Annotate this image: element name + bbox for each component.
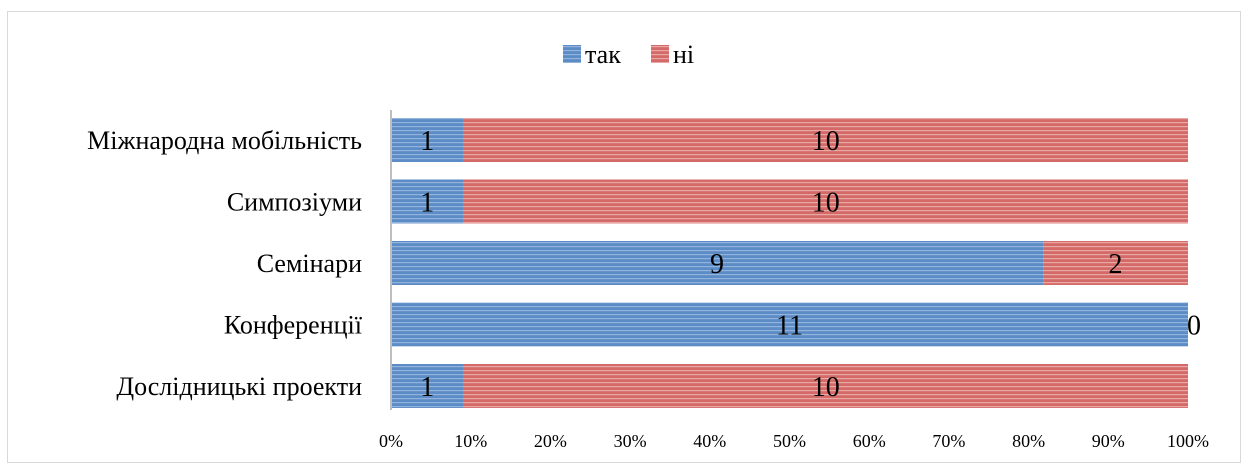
category-label-3: Конференції xyxy=(224,311,363,340)
x-tick-label-6: 60% xyxy=(853,431,886,451)
x-tick-label-10: 100% xyxy=(1167,431,1209,451)
bar-так-3 xyxy=(391,302,1188,347)
bar-так-1 xyxy=(391,179,464,224)
data-label-так-4: 1 xyxy=(420,372,434,403)
axes: Міжнародна мобільність Симпозіуми Семінари… xyxy=(87,110,1209,451)
category-label-2: Семінари xyxy=(257,249,362,278)
data-label-ні-4: 10 xyxy=(812,372,840,403)
x-tick-label-1: 10% xyxy=(454,431,487,451)
x-tick-label-0: 0% xyxy=(379,431,403,451)
bar-ні-0 xyxy=(463,118,1188,162)
legend-label-так: так xyxy=(585,40,621,69)
data-label-так-1: 1 xyxy=(420,188,434,219)
x-tick-label-2: 20% xyxy=(534,431,567,451)
x-tick-label-7: 70% xyxy=(932,431,965,451)
category-label-1: Симпозіуми xyxy=(227,188,362,217)
bars: 1 101 109 211 01 10 xyxy=(391,118,1201,408)
x-tick-label-5: 50% xyxy=(773,431,806,451)
legend-swatch-так xyxy=(563,45,581,63)
bar-ні-2 xyxy=(1043,241,1188,285)
bar-так-2 xyxy=(391,241,1044,285)
x-tick-label-4: 40% xyxy=(693,431,726,451)
x-tick-label-9: 90% xyxy=(1092,431,1125,451)
legend-label-ні: ні xyxy=(673,40,694,69)
data-label-так-2: 9 xyxy=(710,249,724,280)
bar-так-4 xyxy=(391,364,464,408)
legend: так ні xyxy=(563,40,694,69)
bar-так-0 xyxy=(391,118,464,162)
data-label-ні-0: 10 xyxy=(812,126,840,157)
category-label-4: Дослідницькі проекти xyxy=(116,372,362,401)
x-tick-label-3: 30% xyxy=(614,431,647,451)
category-label-0: Міжнародна мобільність xyxy=(87,126,362,155)
data-label-ні-1: 10 xyxy=(812,188,840,219)
data-label-ні-3: 0 xyxy=(1187,311,1201,342)
bar-ні-4 xyxy=(463,364,1188,408)
x-tick-label-8: 80% xyxy=(1012,431,1045,451)
bar-ні-1 xyxy=(463,179,1188,224)
data-label-так-3: 11 xyxy=(776,311,803,342)
data-label-ні-2: 2 xyxy=(1109,249,1123,280)
data-label-так-0: 1 xyxy=(420,126,434,157)
legend-swatch-ні xyxy=(651,45,669,63)
